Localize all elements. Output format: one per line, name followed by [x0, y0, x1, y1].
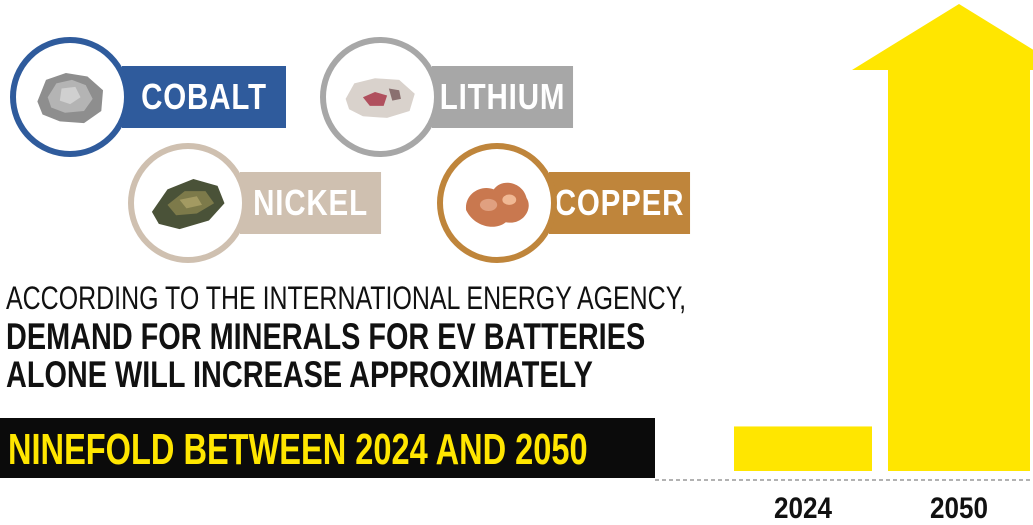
x-tick-label-2050: 2050: [930, 492, 988, 525]
highlight-banner: NINEFOLD BETWEEN 2024 AND 2050: [0, 418, 655, 478]
mineral-nickel: NICKEL: [128, 143, 418, 263]
nickel-ore-icon: [128, 143, 248, 263]
mineral-label: COBALT: [141, 76, 267, 117]
mineral-lithium: LITHIUM: [320, 37, 610, 157]
headline-line-2: DEMAND FOR MINERALS FOR EV BATTERIES: [6, 315, 646, 357]
cobalt-ore-icon: [10, 37, 130, 157]
headline-line-1: ACCORDING TO THE INTERNATIONAL ENERGY AG…: [6, 280, 687, 316]
mineral-copper: COPPER: [437, 143, 727, 263]
mineral-tag-nickel: NICKEL: [240, 172, 382, 234]
mineral-tag-copper: COPPER: [549, 172, 691, 234]
copper-ore-icon: [437, 143, 557, 263]
x-tick-label-2024: 2024: [774, 492, 832, 525]
mineral-label: NICKEL: [253, 182, 368, 223]
lithium-ore-icon: [320, 37, 440, 157]
mineral-tag-lithium: LITHIUM: [432, 66, 574, 128]
bar-2050: [852, 4, 1033, 471]
headline-line-3: ALONE WILL INCREASE APPROXIMATELY: [6, 354, 593, 396]
mineral-cobalt: COBALT: [10, 37, 290, 157]
bar-2024: [734, 426, 872, 471]
mineral-label: COPPER: [554, 182, 685, 223]
mineral-tag-cobalt: COBALT: [122, 66, 286, 128]
headline: ACCORDING TO THE INTERNATIONAL ENERGY AG…: [6, 280, 687, 396]
mineral-label: LITHIUM: [439, 76, 566, 117]
highlight-text: NINEFOLD BETWEEN 2024 AND 2050: [8, 425, 588, 474]
